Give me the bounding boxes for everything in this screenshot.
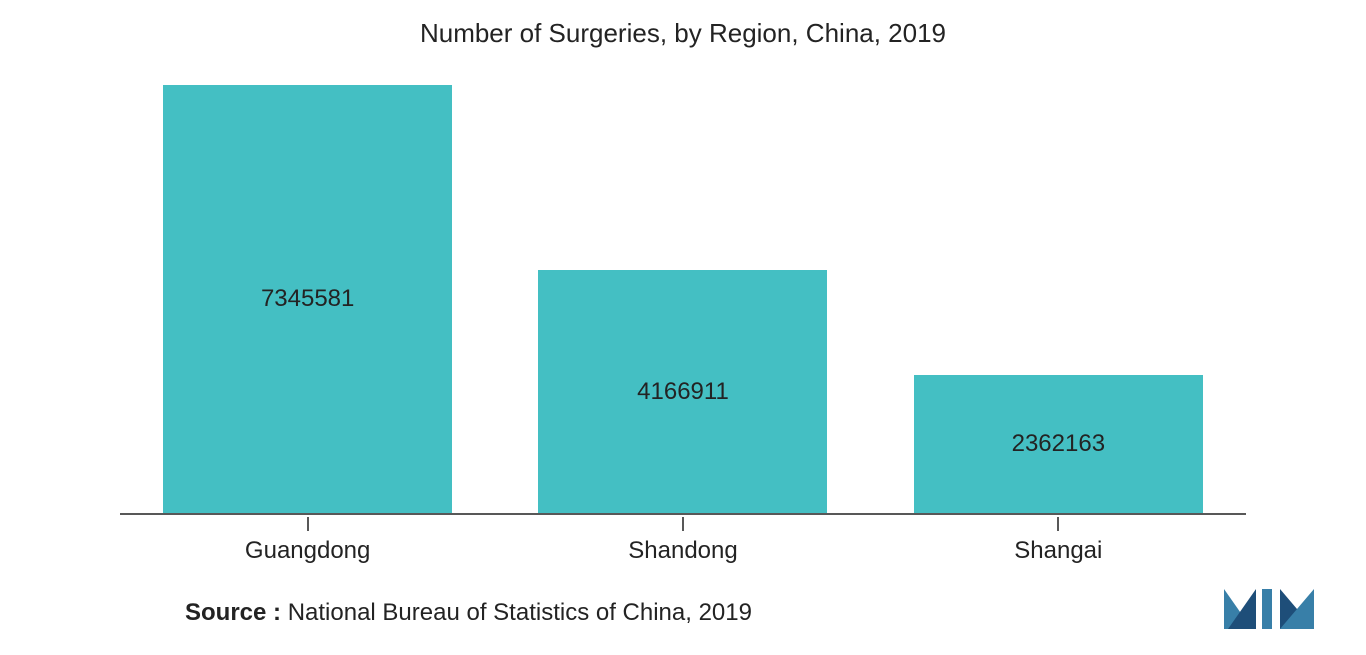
source-line: Source : National Bureau of Statistics o… bbox=[185, 599, 752, 627]
mordor-logo-icon bbox=[1222, 583, 1316, 631]
brand-logo bbox=[1222, 583, 1316, 631]
chart-container: Number of Surgeries, by Region, China, 2… bbox=[0, 0, 1366, 655]
x-axis-baseline bbox=[120, 513, 1246, 515]
plot-area: Guangdong7345581Shandong4166911Shangai23… bbox=[120, 78, 1246, 515]
category-label: Shandong bbox=[553, 537, 813, 565]
x-axis-tick bbox=[1057, 517, 1059, 531]
bar-value-label: 4166911 bbox=[538, 378, 827, 406]
bar-group: 2362163 bbox=[914, 375, 1203, 513]
source-label: Source : bbox=[185, 599, 288, 626]
bar-group: 7345581 bbox=[163, 85, 452, 513]
category-label: Shangai bbox=[928, 537, 1188, 565]
category-label: Guangdong bbox=[178, 537, 438, 565]
chart-title: Number of Surgeries, by Region, China, 2… bbox=[0, 18, 1366, 49]
source-text: National Bureau of Statistics of China, … bbox=[288, 599, 752, 626]
x-axis-tick bbox=[307, 517, 309, 531]
bar-value-label: 7345581 bbox=[163, 285, 452, 313]
bar-group: 4166911 bbox=[538, 270, 827, 513]
x-axis-tick bbox=[682, 517, 684, 531]
bar-value-label: 2362163 bbox=[914, 430, 1203, 458]
